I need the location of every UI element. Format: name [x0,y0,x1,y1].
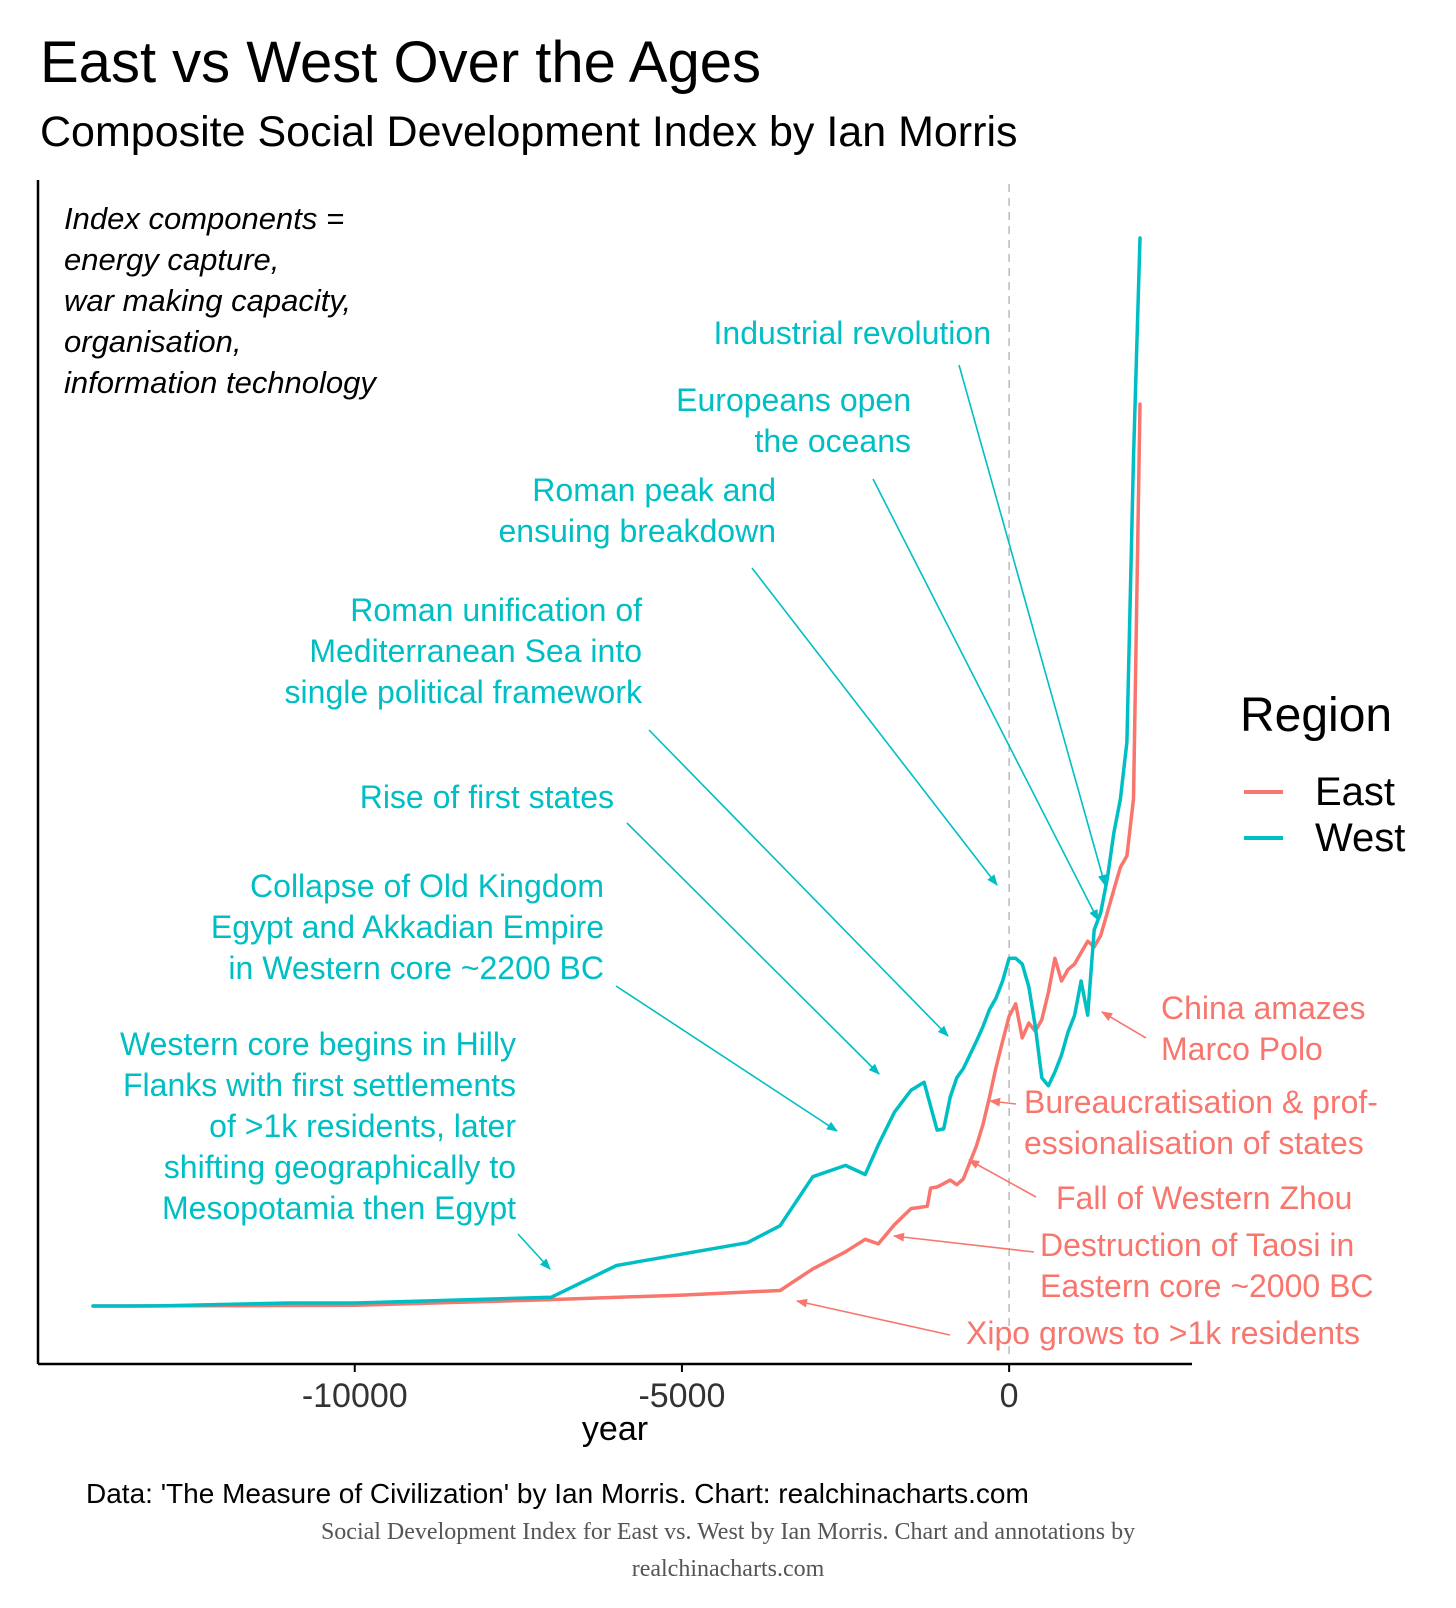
annotation-arrow-7 [1101,1011,1147,1039]
annotation-5-line-0: Europeans open [676,382,911,418]
series-line-west [91,236,1142,1308]
x-tick-label-0: -10000 [302,1377,408,1415]
annotation-4-line-1: ensuing breakdown [498,513,776,549]
components-note-line-2: war making capacity, [64,283,351,318]
caption-line-2: realchinacharts.com [631,1556,825,1582]
annotation-3-line-0: Roman unification of [350,592,642,628]
annotation-arrow-10 [892,1232,1035,1253]
annotation-1-line-1: Egypt and Akkadian Empire [211,909,604,945]
components-note-line-0: Index components = [64,201,344,236]
annotation-0-line-3: shifting geographically to [164,1149,516,1185]
source-text: Data: 'The Measure of Civilization' by I… [86,1478,1029,1509]
annotation-7-line-1: Marco Polo [1161,1031,1323,1067]
components-note-line-3: organisation, [64,324,242,359]
annotation-arrow-1 [615,985,838,1132]
annotation-10-line-0: Destruction of Taosi in [1040,1227,1354,1263]
annotation-3-line-2: single political framework [285,674,643,710]
annotation-arrow-4 [751,567,998,886]
annotation-0-line-2: of >1k residents, later [209,1108,516,1144]
annotation-2-line-0: Rise of first states [360,779,614,815]
chart-subtitle: Composite Social Development Index by Ia… [40,108,1018,156]
annotation-8-line-0: Bureaucratisation & prof- [1024,1084,1378,1120]
x-tick-label-1: -5000 [638,1377,725,1415]
annotation-4-line-0: Roman peak and [532,472,776,508]
annotation-arrow-0 [517,1233,551,1270]
annotation-3-line-1: Mediterranean Sea into [309,633,642,669]
annotation-1-line-2: in Western core ~2200 BC [228,950,604,986]
components-note-line-4: information technology [64,365,378,400]
annotation-8-line-1: essionalisation of states [1024,1125,1364,1161]
x-axis-label: year [582,1410,648,1448]
annotation-arrow-11 [795,1298,951,1336]
components-note-line-1: energy capture, [64,242,279,277]
annotation-11-line-0: Xipo grows to >1k residents [966,1315,1360,1351]
legend-title: Region [1240,689,1392,742]
x-tick-label-2: 0 [1000,1377,1019,1415]
annotation-0-line-4: Mesopotamia then Egypt [162,1190,516,1226]
annotation-9-line-0: Fall of Western Zhou [1056,1180,1352,1216]
annotation-arrow-3 [648,729,949,1037]
annotation-1-line-0: Collapse of Old Kingdom [250,868,604,904]
annotation-0-line-0: Western core begins in Hilly [120,1026,516,1062]
annotation-arrow-2 [626,822,880,1075]
annotation-10-line-1: Eastern core ~2000 BC [1040,1268,1374,1304]
caption-line-1: Social Development Index for East vs. We… [320,1519,1136,1545]
annotation-arrow-8 [988,1097,1017,1107]
annotation-arrow-6 [958,364,1107,887]
annotation-5-line-1: the oceans [754,423,911,459]
legend-label-east: East [1315,770,1395,814]
annotation-arrow-9 [968,1159,1037,1198]
annotation-6-line-0: Industrial revolution [714,315,991,351]
annotation-0-line-1: Flanks with first settlements [123,1067,516,1103]
legend-label-west: West [1315,816,1405,860]
annotation-arrow-5 [872,478,1099,921]
chart-title: East vs West Over the Ages [40,30,762,95]
annotation-7-line-0: China amazes [1161,990,1366,1026]
